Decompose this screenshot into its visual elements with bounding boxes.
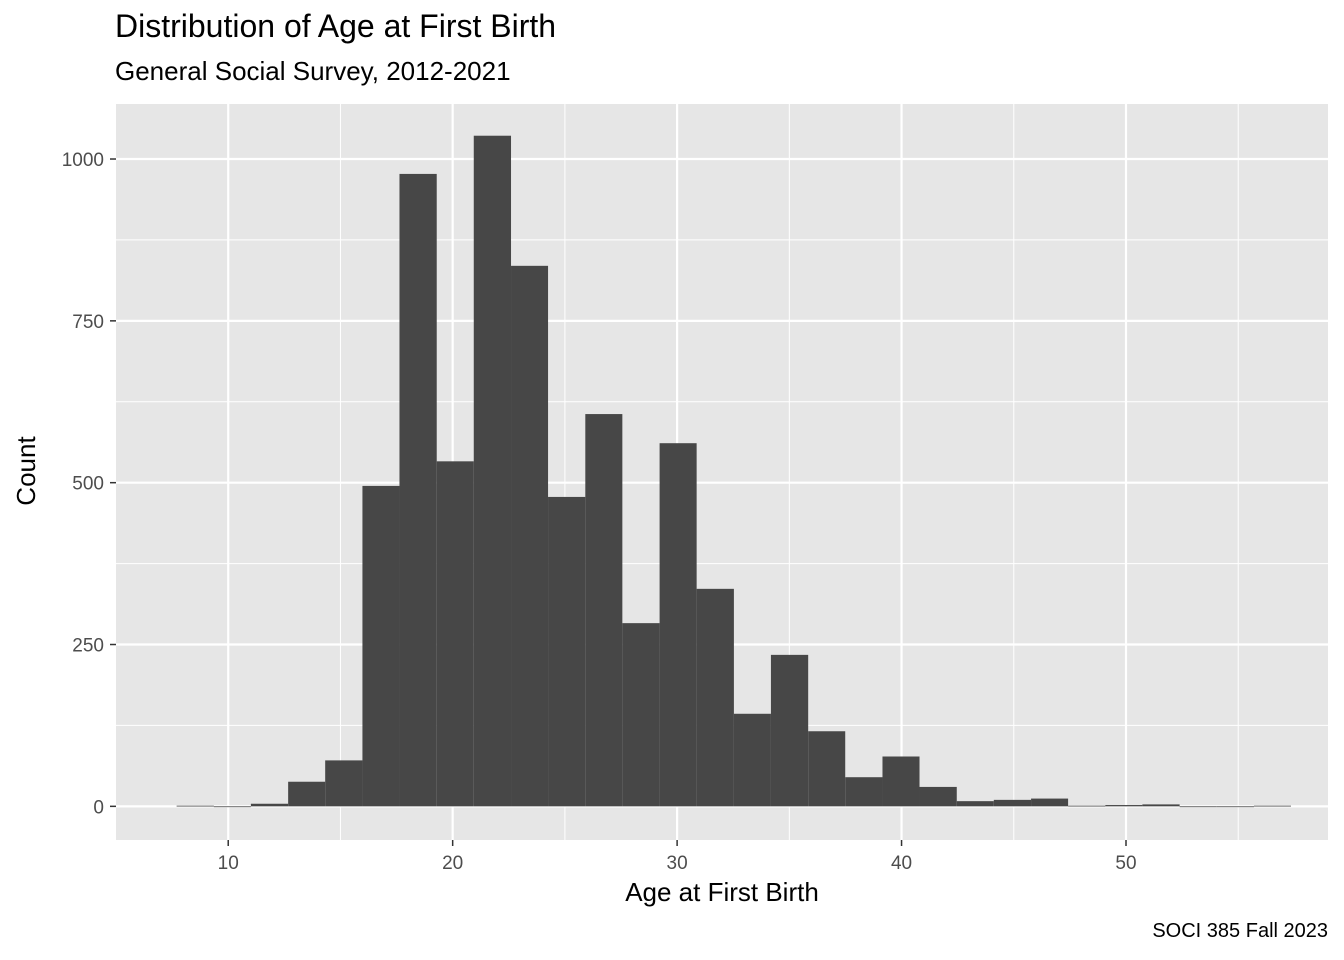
histogram-bar bbox=[548, 496, 586, 807]
histogram-bar bbox=[250, 803, 289, 807]
histogram-bar bbox=[473, 135, 512, 807]
histogram-bar bbox=[993, 799, 1032, 807]
histogram-bar bbox=[733, 713, 771, 807]
x-tick-label: 30 bbox=[667, 853, 688, 874]
histogram-bar bbox=[882, 756, 920, 807]
histogram-bar bbox=[213, 806, 251, 808]
histogram-bar bbox=[1253, 805, 1291, 807]
histogram-bar bbox=[325, 760, 363, 807]
histogram-bar bbox=[845, 777, 883, 807]
histogram-bar bbox=[436, 461, 474, 807]
histogram-bar bbox=[1142, 804, 1180, 807]
y-tick-label: 500 bbox=[72, 474, 104, 495]
histogram-bar bbox=[808, 731, 846, 807]
x-axis-title: Age at First Birth bbox=[625, 877, 819, 907]
histogram-bar bbox=[1216, 806, 1254, 808]
histogram-bar bbox=[362, 485, 400, 807]
y-tick-label: 750 bbox=[72, 312, 104, 333]
histogram-bar bbox=[585, 414, 623, 807]
y-tick-label: 1000 bbox=[62, 150, 104, 171]
histogram-bar bbox=[622, 623, 660, 807]
histogram-bar bbox=[770, 654, 809, 807]
y-tick-label: 250 bbox=[72, 636, 104, 657]
histogram-bar bbox=[511, 265, 549, 807]
chart-subtitle: General Social Survey, 2012-2021 bbox=[115, 56, 511, 86]
x-tick-label: 40 bbox=[891, 853, 912, 874]
histogram-bar bbox=[696, 588, 734, 807]
histogram-bar bbox=[1068, 805, 1106, 807]
histogram-bar bbox=[1031, 798, 1069, 807]
histogram-bar bbox=[659, 443, 697, 807]
x-tick-label: 50 bbox=[1115, 853, 1136, 874]
histogram-bar bbox=[919, 786, 957, 807]
x-tick-label: 10 bbox=[218, 853, 239, 874]
y-tick-label: 0 bbox=[93, 797, 104, 818]
histogram-bar bbox=[1179, 806, 1217, 808]
histogram-bar bbox=[288, 781, 326, 807]
histogram-bar bbox=[399, 173, 437, 807]
histogram-bar bbox=[956, 801, 994, 807]
y-axis-title: Count bbox=[11, 436, 41, 506]
chart-caption: SOCI 385 Fall 2023 bbox=[1152, 920, 1328, 942]
histogram-bar bbox=[1105, 805, 1143, 807]
chart-title: Distribution of Age at First Birth bbox=[115, 8, 557, 44]
histogram-bar bbox=[176, 805, 214, 807]
x-tick-label: 20 bbox=[442, 853, 463, 874]
